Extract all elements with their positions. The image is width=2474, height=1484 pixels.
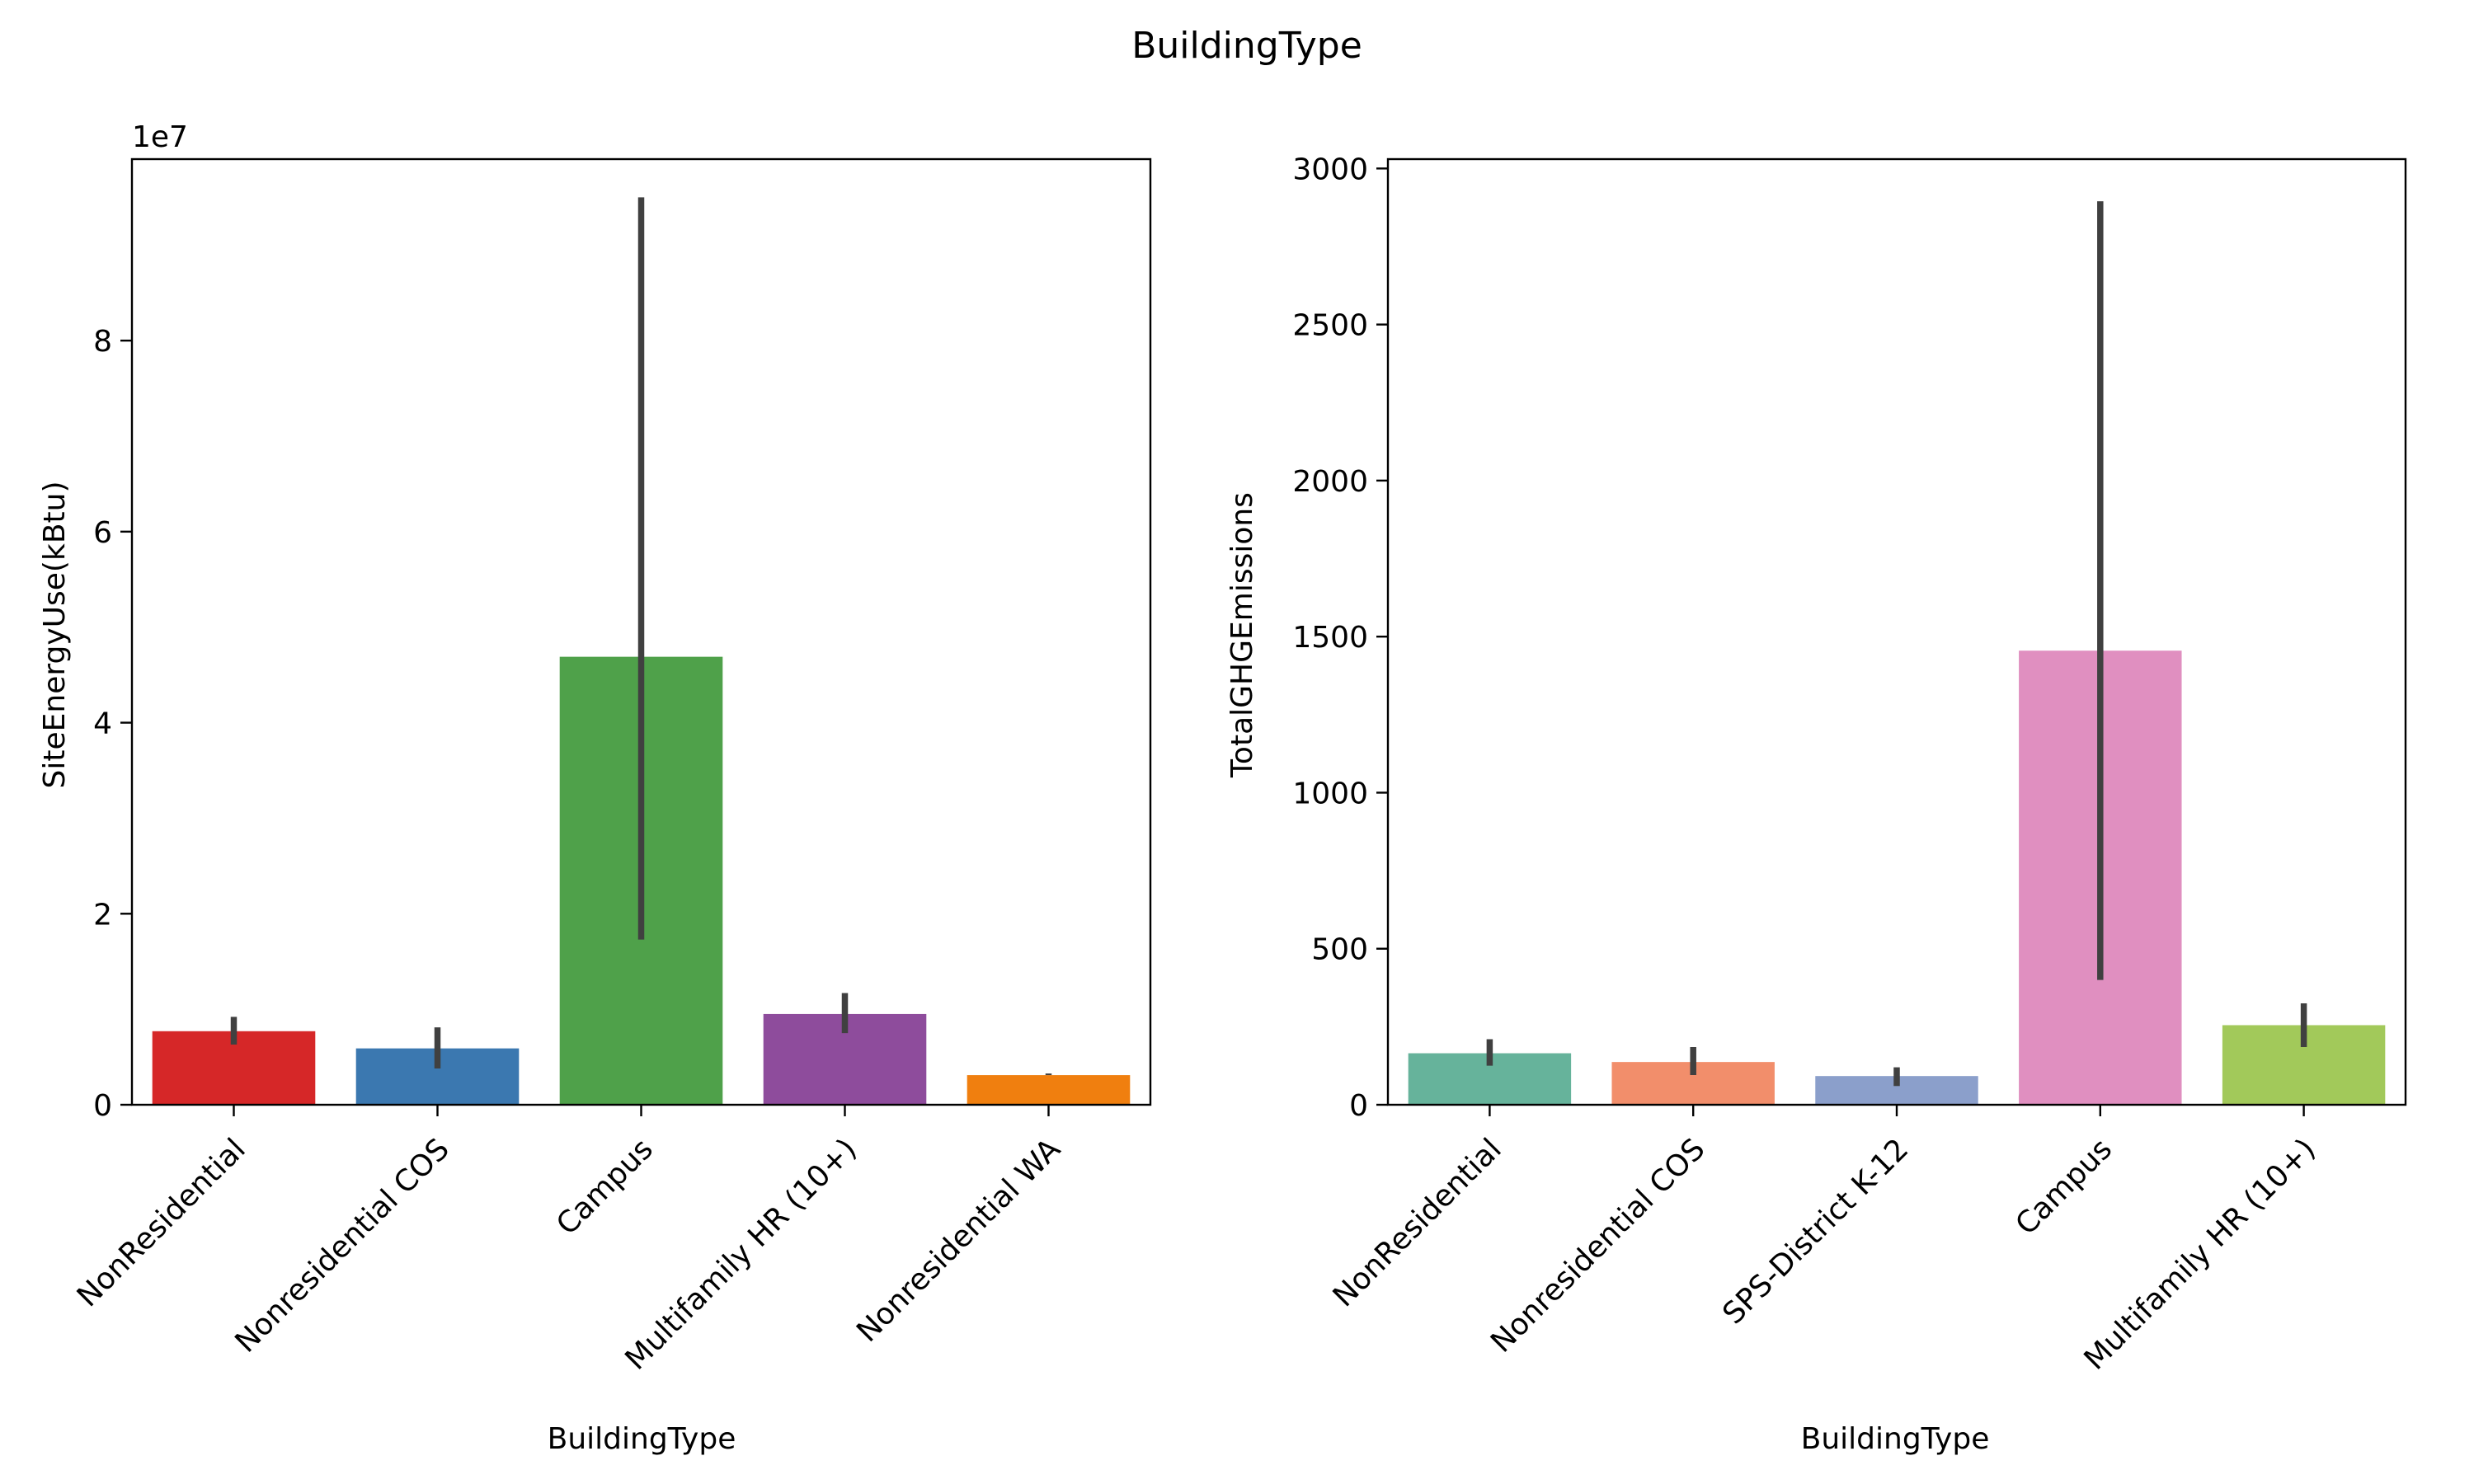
y-tick-label: 1000	[1292, 777, 1368, 810]
x-tick-label: SPS-District K-12	[1716, 1132, 1915, 1331]
chart-right: 0 500 1000 1500 2000 2500 3000 NonResidentialN…	[1225, 153, 2407, 1456]
y-tick-label: 6	[93, 516, 112, 550]
x-tick-label: NonResidential	[1327, 1132, 1508, 1313]
y-axis-label-right: TotalGHGEmissions	[1225, 492, 1259, 778]
yticks-right: 0 500 1000 1500 2000 2500 3000	[1292, 153, 1388, 1123]
x-axis-label-right: BuildingType	[1801, 1422, 1990, 1456]
x-tick-label: Campus	[2009, 1132, 2119, 1242]
bar	[967, 1075, 1131, 1105]
y-tick-label: 500	[1311, 933, 1368, 967]
y-tick-label: 3000	[1292, 153, 1368, 186]
x-tick-label: Multifamily HR (10+)	[618, 1132, 863, 1376]
yticks-left: 0 2 4 6 8	[93, 325, 132, 1123]
x-axis-label-left: BuildingType	[548, 1422, 736, 1456]
x-tick-label: Multifamily HR (10+)	[2078, 1132, 2322, 1376]
plot-frame-right	[1386, 157, 2407, 1106]
y-tick-label: 8	[93, 325, 112, 359]
bars-right	[1408, 650, 2386, 1105]
y-axis-label-left: SiteEnergyUse(kBtu)	[38, 481, 72, 789]
y-tick-label: 2	[93, 898, 112, 932]
y-tick-label: 4	[93, 707, 112, 741]
x-tick-label: NonResidential	[71, 1132, 252, 1313]
y-tick-label: 2500	[1292, 309, 1368, 343]
errorbars-right	[1486, 201, 2307, 1087]
y-tick-label: 0	[93, 1089, 112, 1123]
figure-suptitle: BuildingType	[1131, 25, 1362, 67]
errorbars-left	[230, 197, 1052, 1076]
y-tick-label: 2000	[1292, 465, 1368, 499]
y-tick-label: 1500	[1292, 621, 1368, 655]
y-offset-label-left: 1e7	[132, 120, 188, 154]
y-tick-label: 0	[1349, 1089, 1368, 1123]
x-tick-label: Nonresidential WA	[850, 1132, 1067, 1349]
x-tick-label: Nonresidential COS	[228, 1132, 455, 1359]
x-tick-label: Campus	[550, 1132, 660, 1242]
x-tick-label: Nonresidential COS	[1484, 1132, 1711, 1359]
